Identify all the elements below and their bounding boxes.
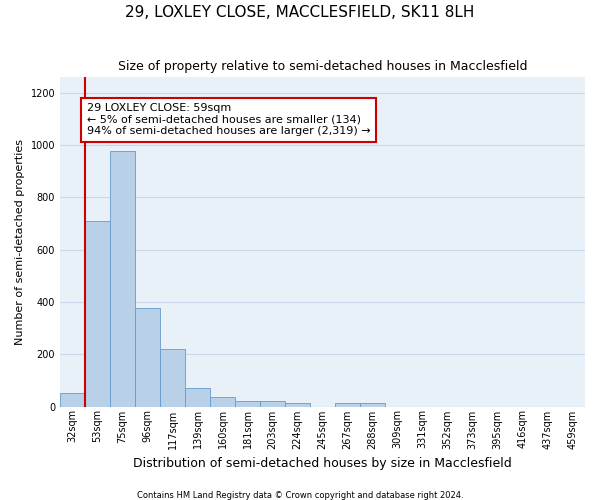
Bar [160, 349, 185, 406]
Bar [85, 221, 110, 406]
Bar [110, 152, 135, 406]
Bar [185, 388, 210, 406]
Bar [335, 402, 360, 406]
Bar [285, 402, 310, 406]
X-axis label: Distribution of semi-detached houses by size in Macclesfield: Distribution of semi-detached houses by … [133, 457, 512, 470]
Text: 29, LOXLEY CLOSE, MACCLESFIELD, SK11 8LH: 29, LOXLEY CLOSE, MACCLESFIELD, SK11 8LH [125, 5, 475, 20]
Bar [210, 398, 235, 406]
Bar [360, 402, 385, 406]
Text: 29 LOXLEY CLOSE: 59sqm
← 5% of semi-detached houses are smaller (134)
94% of sem: 29 LOXLEY CLOSE: 59sqm ← 5% of semi-deta… [87, 103, 371, 136]
Text: Contains HM Land Registry data © Crown copyright and database right 2024.: Contains HM Land Registry data © Crown c… [137, 490, 463, 500]
Bar [135, 308, 160, 406]
Bar [235, 402, 260, 406]
Y-axis label: Number of semi-detached properties: Number of semi-detached properties [15, 138, 25, 344]
Bar [260, 402, 285, 406]
Title: Size of property relative to semi-detached houses in Macclesfield: Size of property relative to semi-detach… [118, 60, 527, 73]
Bar [60, 394, 85, 406]
